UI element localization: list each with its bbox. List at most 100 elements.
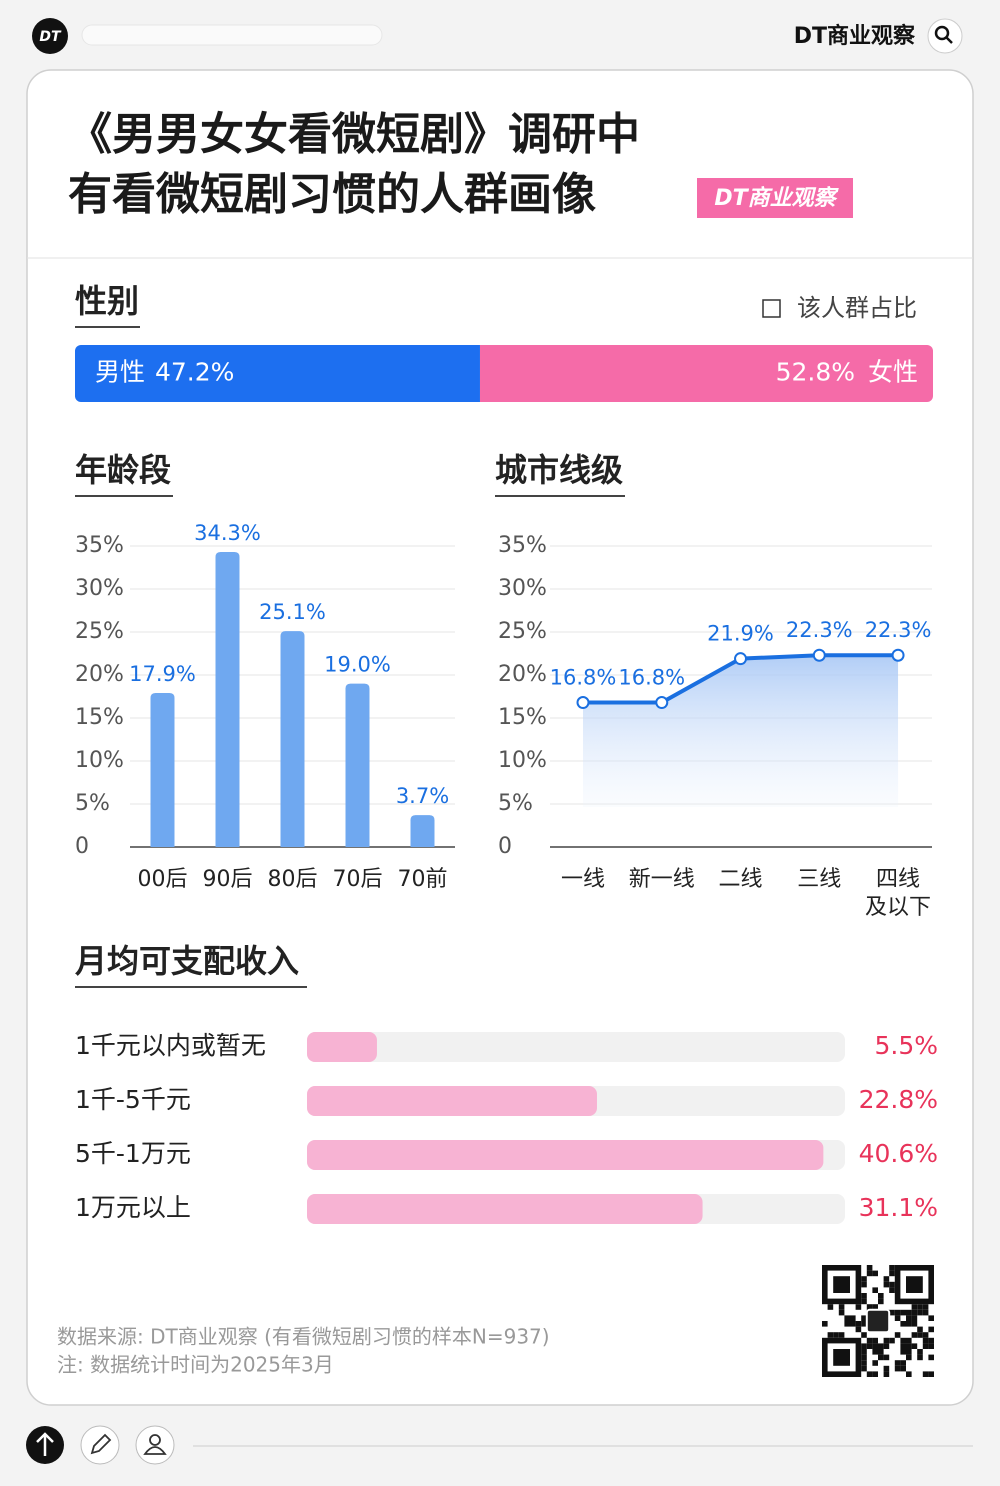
qr-cell — [922, 1309, 929, 1316]
logo[interactable] — [32, 18, 68, 54]
point — [812, 648, 826, 662]
y-tick-label: 15% — [75, 705, 124, 730]
qr-cell — [838, 1304, 845, 1310]
qr-cell — [894, 1309, 901, 1316]
qr-cell — [906, 1337, 912, 1344]
qr-cell — [827, 1332, 834, 1338]
bar — [345, 683, 370, 847]
brand: DT商业观察 — [794, 23, 916, 49]
x-tick-label: 80后 — [267, 867, 318, 892]
qr-cell — [866, 1371, 873, 1377]
qr-cell — [861, 1281, 867, 1288]
qr-cell — [883, 1365, 890, 1372]
qr-cell — [894, 1315, 901, 1321]
y-tick-label: 30% — [75, 576, 124, 601]
bar — [307, 1194, 703, 1224]
qr-cell — [872, 1371, 878, 1377]
qr-cell — [861, 1332, 867, 1338]
section-title: 年龄段 — [75, 451, 171, 489]
qr-cell — [883, 1343, 890, 1349]
search-box[interactable] — [81, 24, 383, 46]
note: 注: 数据统计时间为2025年3月 — [57, 1353, 334, 1377]
source: 数据来源: DT商业观察 (有看微短剧习惯的样本N=937) — [57, 1325, 550, 1349]
x-tick-label: 70后 — [332, 867, 383, 892]
qr-cell — [878, 1343, 884, 1349]
qr-cell — [889, 1337, 895, 1344]
y-tick-label: 25% — [75, 619, 124, 644]
qr-cell — [917, 1309, 923, 1316]
qr-cell — [889, 1270, 895, 1277]
qr-cell — [889, 1309, 895, 1316]
qr-cell — [900, 1360, 906, 1366]
qr-cell — [922, 1332, 929, 1338]
qr-finder — [906, 1276, 923, 1293]
value-label: 40.6% — [859, 1139, 938, 1168]
area — [583, 655, 899, 807]
qr-cell — [872, 1304, 878, 1310]
badge-text: DT商业观察 — [714, 185, 839, 211]
value-label: 25.1% — [259, 600, 326, 624]
qr-cell — [861, 1276, 867, 1282]
x-tick-label: 一线 — [560, 867, 605, 892]
card — [26, 69, 974, 1406]
legend-box — [762, 299, 781, 318]
qr-cell — [861, 1343, 867, 1349]
qr-cell — [878, 1293, 884, 1299]
qr-cell — [878, 1298, 884, 1305]
qr-cell — [827, 1304, 834, 1310]
y-tick-label: 5% — [75, 791, 110, 816]
qr-code — [821, 1265, 934, 1377]
search-button[interactable] — [927, 18, 963, 54]
legend-label: 男性 — [95, 358, 145, 387]
x-tick-label: 二线 — [718, 867, 763, 892]
track — [307, 1032, 845, 1062]
value-label: 17.9% — [129, 662, 196, 686]
qr-cell — [894, 1360, 901, 1366]
qr-cell — [850, 1315, 856, 1321]
qr-cell — [883, 1354, 890, 1361]
point — [655, 696, 669, 710]
edit-icon — [90, 1433, 112, 1455]
qr-cell — [872, 1337, 878, 1344]
search-icon — [934, 25, 950, 41]
value-label: 21.9% — [707, 622, 774, 646]
value-label: 19.0% — [324, 653, 391, 677]
qr-cell — [922, 1343, 929, 1349]
qr-cell — [900, 1349, 906, 1355]
qr-cell — [866, 1270, 873, 1277]
badge — [697, 178, 853, 218]
qr-cell — [872, 1349, 878, 1355]
qr-cell — [900, 1343, 906, 1349]
qr-cell — [906, 1309, 912, 1316]
value-label: 16.8% — [550, 666, 617, 690]
edit-button[interactable] — [80, 1425, 120, 1465]
qr-finder — [821, 1337, 862, 1377]
value-label: 16.8% — [618, 666, 685, 690]
y-tick-label: 35% — [75, 533, 124, 558]
qr-cell — [838, 1332, 845, 1338]
bar-segment — [479, 345, 933, 402]
qr-cell — [906, 1354, 912, 1361]
qr-cell — [922, 1337, 929, 1344]
qr-cell — [866, 1343, 873, 1349]
arrow-icon — [36, 1432, 54, 1456]
section-title: 性别 — [75, 282, 139, 320]
qr-cell — [883, 1276, 890, 1282]
qr-cell — [917, 1354, 923, 1361]
value-label: 5.5% — [874, 1031, 938, 1060]
y-tick-label: 0 — [75, 834, 89, 859]
qr-cell — [833, 1332, 839, 1338]
y-tick-label: 15% — [498, 705, 547, 730]
point — [576, 696, 590, 710]
qr-cell — [883, 1337, 890, 1344]
x-tick-label: 00后 — [137, 867, 188, 892]
qr-cell — [889, 1281, 895, 1288]
qr-cell — [861, 1365, 867, 1372]
qr-cell — [855, 1304, 862, 1310]
qr-cell — [906, 1321, 912, 1327]
qr-cell — [911, 1321, 918, 1327]
qr-cell — [906, 1371, 912, 1377]
section-title: 月均可支配收入 — [75, 942, 299, 980]
bar — [410, 815, 435, 847]
qr-cell — [861, 1349, 867, 1355]
